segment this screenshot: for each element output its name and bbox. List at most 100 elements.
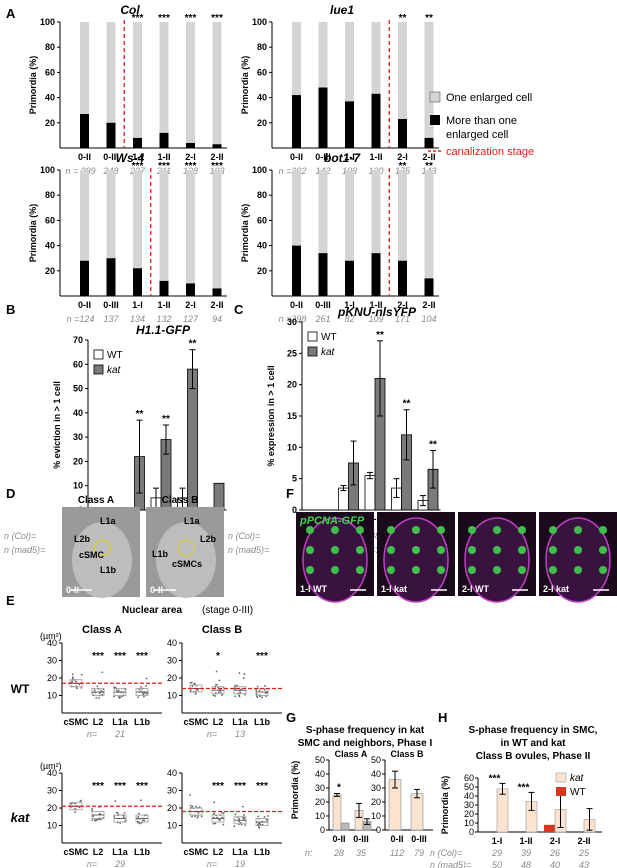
y-axis-label: % eviction in > 1 cell [52,381,62,469]
x-tick-label: 0-III [411,834,427,844]
y-tick-label: 30 [315,783,325,793]
gfp-nucleus [437,526,445,534]
y-tick-label: 100 [252,165,267,175]
x-tick-label: 1-II [519,836,532,846]
data-point [196,816,199,819]
legend-label: WT [570,787,586,798]
n-value: 48 [521,860,531,868]
y-tick-label: 30 [371,783,381,793]
panel-label-C: C [234,302,244,317]
data-point [236,684,238,687]
data-point [119,822,121,824]
data-point [145,685,147,687]
x-tick-label: L1b [134,717,151,727]
legend-label: canalization stage [446,146,534,158]
bar-one-enlarged [80,22,89,114]
gfp-nucleus [518,566,526,574]
gfp-nucleus [412,566,420,574]
data-point [117,689,120,692]
y-tick-label: 15 [287,411,297,421]
n-label: n =124 [67,314,95,324]
data-point [221,693,223,696]
x-tick-label: 2-II [422,300,435,310]
x-tick-label: 0-II [290,152,303,162]
significance-stars: *** [256,651,268,662]
data-point [266,815,269,817]
n-row-label: n (mad5)= [430,860,471,868]
image-caption: 2-I kat [543,584,569,594]
bar-kat [187,368,198,511]
n-label: 94 [212,314,222,324]
y-tick-label: 40 [371,769,381,779]
data-point [217,691,220,694]
bar-neighbors [340,822,350,831]
y-tick-label: 10 [287,442,297,452]
y-tick-label: 40 [45,241,55,251]
ovule-primordium-shape [72,522,132,598]
legend-label: kat [107,365,122,376]
data-point [215,670,218,673]
stage-label: 0-II [150,585,163,595]
data-point [91,819,94,821]
y-tick-label: 20 [257,266,267,276]
n-label: 127 [183,314,199,324]
bar-one-enlarged [80,170,89,261]
n-row-label: n: [305,848,313,858]
x-tick-label: 0-III [315,300,331,310]
n-label: n= [207,859,217,868]
cell-label: L1a [100,516,117,526]
y-tick-label: 60 [257,215,267,225]
n-value: 25 [578,848,590,858]
smc-outline [93,539,111,557]
data-point [238,694,241,697]
data-point [75,680,77,683]
bar-smc [410,793,424,831]
significance-stars: *** [489,773,501,784]
x-tick-label: 2-I [550,836,561,846]
bar-one-enlarged [424,22,434,138]
legend-swatch-wt [93,349,104,360]
y-tick-label: 20 [167,673,177,683]
data-point [142,819,144,822]
y-tick-label: 10 [47,821,57,831]
x-tick-label: 0-II [78,152,91,162]
data-point [238,672,241,675]
bar-more-than-one [424,137,434,148]
y-tick-label: 20 [464,809,474,819]
cell-label: L2b [200,534,217,544]
gfp-nucleus [518,546,526,554]
data-point [264,685,266,687]
chart-title: lue1 [330,3,354,17]
y-tick-label: 80 [257,190,267,200]
x-tick-label: 1-I [344,152,355,162]
n-label: 261 [314,314,330,324]
significance-stars: ** [189,339,197,350]
data-point [238,817,241,820]
y-tick-label: 100 [252,17,267,27]
bar-one-enlarged [159,170,169,281]
data-point [214,822,217,825]
data-point [259,695,261,698]
gfp-nucleus [599,526,607,534]
bar-one-enlarged [212,170,222,289]
bar-one-enlarged [106,170,116,259]
y-tick-label: 10 [315,811,325,821]
data-point [70,802,72,805]
x-tick-label: L2 [213,847,224,857]
y-axis-label: % expression in > 1 cell [266,365,276,466]
panel-f-title: pPCNA-GFP [299,515,365,527]
y-tick-label: 60 [464,773,474,783]
data-point [222,823,225,826]
y-axis-label: Primordia (%) [240,204,250,263]
data-point [243,673,246,676]
cell-wall-outline [383,517,449,603]
panel-label-H: H [438,710,447,725]
data-point [240,823,243,826]
y-tick-label: 20 [371,797,381,807]
x-tick-label: L1a [112,847,129,857]
gfp-nucleus [549,566,557,574]
data-point [195,805,198,808]
n-value: 79 [414,848,424,858]
y-tick-label: 40 [257,93,267,103]
